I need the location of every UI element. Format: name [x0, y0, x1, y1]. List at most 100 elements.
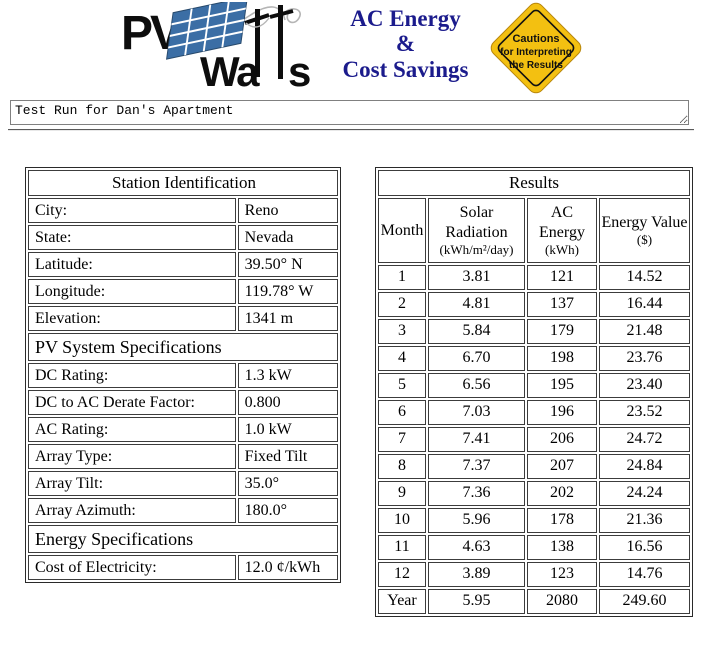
results-table-body: Results Month Solar Radiation (kWh/m²/da… — [378, 170, 690, 614]
solar-radiation-cell: 5.96 — [428, 507, 525, 533]
caution-line3: the Results — [509, 60, 563, 71]
month-cell: 8 — [378, 453, 426, 479]
month-cell: Year — [378, 588, 426, 614]
results-month-row: 12 3.89 123 14.76 — [378, 561, 690, 587]
section-header-row: PV System Specifications — [28, 333, 338, 361]
spec-row: DC to AC Derate Factor: 0.800 — [28, 390, 338, 415]
results-header-row: Month Solar Radiation (kWh/m²/day) AC En… — [378, 198, 690, 263]
results-table-title-row: Results — [378, 170, 690, 196]
spec-label: Latitude: — [28, 252, 236, 277]
solar-radiation-cell: 4.63 — [428, 534, 525, 560]
run-description-input[interactable]: Test Run for Dan's Apartment — [10, 100, 689, 125]
solar-radiation-cell: 7.36 — [428, 480, 525, 506]
spec-label: Longitude: — [28, 279, 236, 304]
spec-value: 1341 m — [237, 306, 338, 331]
ac-energy-cell: 179 — [527, 318, 597, 344]
month-cell: 10 — [378, 507, 426, 533]
month-cell: 6 — [378, 399, 426, 425]
spec-value: 0.800 — [237, 390, 338, 415]
pvwatts-logo: PV Wa s — [121, 0, 321, 95]
results-month-row: 4 6.70 198 23.76 — [378, 345, 690, 371]
spec-label: Elevation: — [28, 306, 236, 331]
spec-row: State: Nevada — [28, 225, 338, 250]
column-header-energy-value: Energy Value ($) — [599, 198, 690, 263]
horizontal-divider — [8, 129, 694, 131]
solar-radiation-cell: 3.81 — [428, 264, 525, 290]
solar-radiation-cell: 7.37 — [428, 453, 525, 479]
results-month-row: 3 5.84 179 21.48 — [378, 318, 690, 344]
column-header-solar-radiation: Solar Radiation (kWh/m²/day) — [428, 198, 525, 263]
results-month-row: 6 7.03 196 23.52 — [378, 399, 690, 425]
ac-energy-cell: 206 — [527, 426, 597, 452]
spec-value: 39.50° N — [237, 252, 338, 277]
month-cell: 4 — [378, 345, 426, 371]
month-cell: 2 — [378, 291, 426, 317]
page-title-line1: AC Energy — [350, 6, 461, 31]
energy-value-cell: 16.56 — [599, 534, 690, 560]
caution-line1: Cautions — [512, 33, 559, 45]
solar-radiation-cell: 7.41 — [428, 426, 525, 452]
spec-label: Cost of Electricity: — [28, 555, 236, 580]
spec-label: Array Tilt: — [28, 471, 236, 496]
ac-energy-cell: 121 — [527, 264, 597, 290]
solar-radiation-cell: 4.81 — [428, 291, 525, 317]
month-cell: 7 — [378, 426, 426, 452]
ac-energy-cell: 138 — [527, 534, 597, 560]
spec-row: Array Type: Fixed Tilt — [28, 444, 338, 469]
page-title-line2: & — [395, 31, 416, 57]
solar-radiation-cell: 6.56 — [428, 372, 525, 398]
column-header-ac-energy: AC Energy (kWh) — [527, 198, 597, 263]
spec-value: Nevada — [237, 225, 338, 250]
spec-label: AC Rating: — [28, 417, 236, 442]
energy-value-cell: 14.76 — [599, 561, 690, 587]
spec-value: Fixed Tilt — [237, 444, 338, 469]
spec-label: City: — [28, 198, 236, 223]
cautions-link[interactable]: Cautions for Interpreting the Results — [486, 0, 586, 97]
spec-value: 180.0° — [237, 498, 338, 523]
spec-row: Array Azimuth: 180.0° — [28, 498, 338, 523]
energy-value-cell: 21.48 — [599, 318, 690, 344]
spec-label: Array Azimuth: — [28, 498, 236, 523]
energy-value-cell: 24.72 — [599, 426, 690, 452]
ac-energy-cell: 198 — [527, 345, 597, 371]
spec-label: Array Type: — [28, 444, 236, 469]
station-table-title: Station Identification — [28, 170, 338, 196]
caution-diamond-icon: Cautions for Interpreting the Results — [490, 2, 582, 94]
spec-row: AC Rating: 1.0 kW — [28, 417, 338, 442]
station-identification-table: Station Identification City: Reno State: Ne… — [25, 167, 341, 583]
ac-energy-cell: 123 — [527, 561, 597, 587]
ac-energy-cell: 207 — [527, 453, 597, 479]
spec-row: Longitude: 119.78° W — [28, 279, 338, 304]
solar-radiation-cell: 6.70 — [428, 345, 525, 371]
results-month-row: 10 5.96 178 21.36 — [378, 507, 690, 533]
spec-row: Cost of Electricity: 12.0 ¢/kWh — [28, 555, 338, 580]
logo-text-wa: Wa — [200, 48, 260, 92]
spec-label: DC Rating: — [28, 363, 236, 388]
spec-row: Latitude: 39.50° N — [28, 252, 338, 277]
results-month-row: 5 6.56 195 23.40 — [378, 372, 690, 398]
spec-row: City: Reno — [28, 198, 338, 223]
spec-row: DC Rating: 1.3 kW — [28, 363, 338, 388]
solar-radiation-cell: 5.95 — [428, 588, 525, 614]
spec-row: Array Tilt: 35.0° — [28, 471, 338, 496]
caution-line2: for Interpreting — [500, 47, 572, 58]
energy-value-cell: 14.52 — [599, 264, 690, 290]
results-month-row: 2 4.81 137 16.44 — [378, 291, 690, 317]
station-table-body: Station Identification City: Reno State: Ne… — [28, 170, 338, 580]
solar-panel-icon — [166, 0, 248, 60]
energy-value-cell: 24.24 — [599, 480, 690, 506]
results-month-row: 9 7.36 202 24.24 — [378, 480, 690, 506]
ac-energy-cell: 195 — [527, 372, 597, 398]
results-year-row: Year 5.95 2080 249.60 — [378, 588, 690, 614]
results-month-row: 1 3.81 121 14.52 — [378, 264, 690, 290]
ac-energy-cell: 178 — [527, 507, 597, 533]
station-table-title-row: Station Identification — [28, 170, 338, 196]
section-header-label: PV System Specifications — [28, 333, 338, 361]
spec-value: 1.0 kW — [237, 417, 338, 442]
spec-value: 35.0° — [237, 471, 338, 496]
solar-radiation-cell: 3.89 — [428, 561, 525, 587]
section-header-row: Energy Specifications — [28, 525, 338, 553]
spec-value: 1.3 kW — [237, 363, 338, 388]
energy-value-cell: 249.60 — [599, 588, 690, 614]
column-header-month: Month — [378, 198, 426, 263]
